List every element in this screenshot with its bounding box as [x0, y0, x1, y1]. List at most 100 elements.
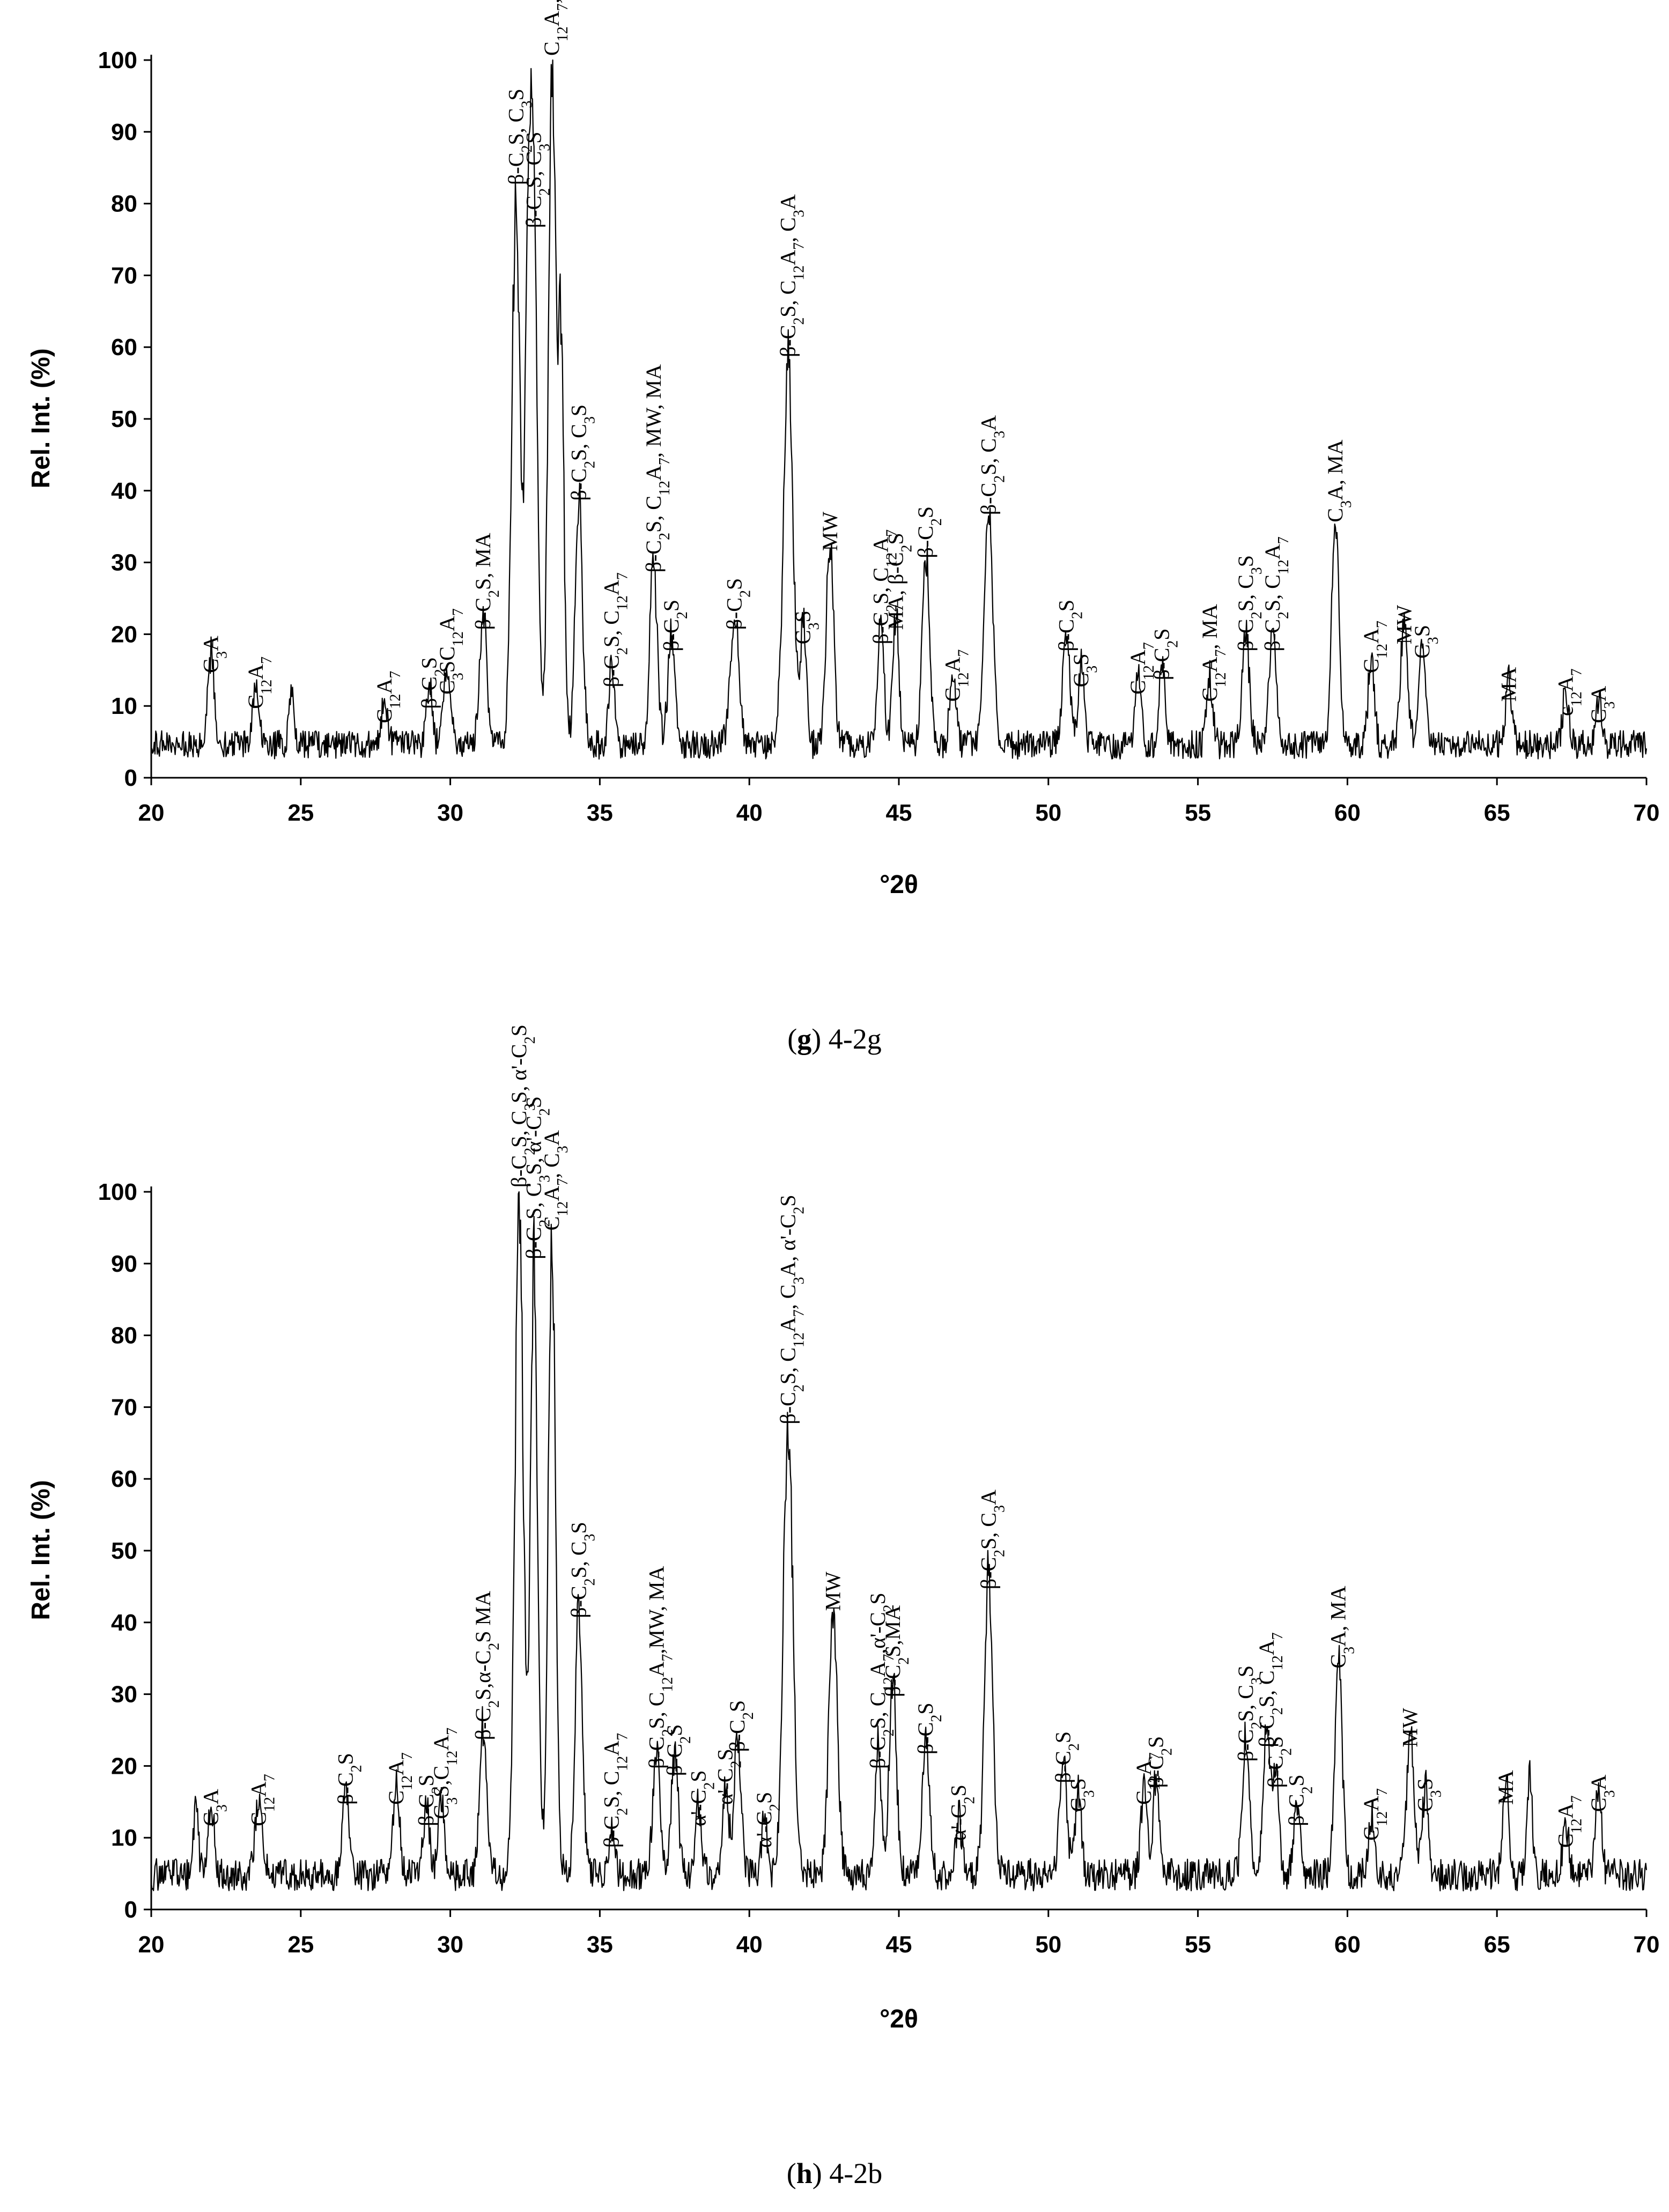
- x-tick-label: 55: [1185, 800, 1211, 826]
- peak-label: β-C2S, C3S: [566, 404, 598, 501]
- diffraction-series: [150, 59, 1648, 760]
- y-tick-label: 70: [111, 262, 137, 289]
- x-tick-label: 45: [886, 1931, 912, 1958]
- y-tick-label: 60: [111, 1466, 137, 1492]
- caption-letter: h: [796, 2157, 813, 2189]
- peak-label: β-C2S: [1150, 628, 1181, 680]
- peak-label: C12A7: [1359, 1788, 1391, 1841]
- peak-label: C12A7, C3A: [540, 1130, 571, 1230]
- peak-label: β-C2S: [417, 657, 449, 709]
- caption-text: 4-2b: [822, 2157, 882, 2189]
- peak-label: C3A: [199, 636, 231, 673]
- peak-label: β-C2S, C12A7: [600, 1733, 631, 1848]
- y-tick-label: 40: [111, 478, 137, 504]
- peak-label: β-C2S,α-C2S MA: [471, 1591, 503, 1740]
- caption-letter: g: [797, 1023, 811, 1055]
- peak-label: β-C2S, C3S: [522, 132, 553, 228]
- peak-label: β-C2S: [1054, 600, 1085, 652]
- peak-label: MA: [1494, 1770, 1518, 1805]
- peak-label: β-C2S, C12A7: [1260, 536, 1292, 651]
- peak-label: β-C2S: [1264, 1736, 1295, 1788]
- peak-label: C12A7: [1132, 1752, 1163, 1805]
- peak-label: β-C2S, C12A7, C3A, α'-C2S: [776, 1195, 808, 1424]
- y-tick-label: 0: [124, 1897, 137, 1923]
- peak-label: β-C2S: [414, 1774, 446, 1826]
- peak-label: C12A7: [372, 671, 404, 724]
- x-tick-label: 45: [886, 800, 912, 826]
- peak-label: β-C2S, C12A7, C3A: [776, 194, 808, 357]
- y-tick-label: 50: [111, 1538, 137, 1564]
- peak-label: C12A7: [247, 1774, 278, 1826]
- x-tick-label: 50: [1035, 1931, 1061, 1958]
- peak-label: α'-C2S: [686, 1770, 718, 1826]
- x-tick-label: 25: [287, 800, 314, 826]
- peak-label: C12A7, C3A: [540, 0, 571, 56]
- x-tick-label: 40: [736, 800, 763, 826]
- peak-label: β-C2S, MA: [471, 533, 503, 630]
- y-tick-label: 90: [111, 1251, 137, 1277]
- y-tick-label: 50: [111, 406, 137, 432]
- axes-layer: 0 10 20 30 40 50 60 70 80 90 100 20 25 30 35 40 45 50 55 60…: [98, 1179, 1660, 1958]
- peak-label: β-C2S: [1051, 1731, 1083, 1783]
- x-tick-label: 40: [736, 1931, 763, 1958]
- y-tick-label: 40: [111, 1610, 137, 1636]
- peak-label: C3S,C12A7: [429, 1728, 461, 1819]
- peak-label: MA: [1497, 667, 1521, 702]
- y-tick-label: 100: [98, 1179, 137, 1205]
- x-tick-label: 35: [587, 800, 613, 826]
- peak-label: C3A, MA: [1326, 1586, 1358, 1668]
- y-tick-label: 0: [124, 765, 137, 791]
- y-tick-label: 70: [111, 1394, 137, 1420]
- peak-label: β-C2S: [1284, 1774, 1316, 1826]
- x-tick-label: 70: [1634, 1931, 1660, 1958]
- peak-label: C3A: [1586, 1774, 1618, 1812]
- peak-label: β-C2S, C3A: [976, 415, 1008, 515]
- peak-label: C3S: [1413, 1778, 1444, 1812]
- y-tick-label: 60: [111, 334, 137, 360]
- peak-label: β-C2S, C12A7,MW, MA: [644, 1566, 676, 1768]
- x-tick-label: 65: [1484, 1931, 1510, 1958]
- x-tick-label: 30: [437, 800, 463, 826]
- x-tick-label: 65: [1484, 800, 1510, 826]
- peak-label: β-C2S: [1144, 1736, 1176, 1788]
- peak-label: β-C2S: [913, 506, 945, 558]
- axes-layer: 0 10 20 30 40 50 60 70 80 90 100 20 25 30 35 40 45 50 55 60…: [98, 47, 1660, 826]
- peak-label: α'-C2S: [752, 1792, 784, 1848]
- peak-label: β-C2S, C12A7,α'-C2S: [866, 1592, 897, 1769]
- peak-label: C12A7, MA: [1198, 604, 1229, 702]
- diffraction-series: [150, 1191, 1648, 1892]
- peak-label: β-C2S: [659, 600, 691, 652]
- y-tick-label: 30: [111, 1682, 137, 1708]
- peak-label: C3S: [1069, 653, 1101, 687]
- y-tick-label: 100: [98, 47, 137, 73]
- peak-label: β-C2S, C3S: [1234, 1665, 1265, 1762]
- peak-label: MW: [1392, 605, 1416, 645]
- x-tick-label: 20: [138, 1931, 165, 1958]
- peak-label: MA, β-C2S: [883, 533, 915, 630]
- panel-caption: (g) 4-2g: [787, 1023, 881, 1055]
- peak-label: β-C2S, C3S: [504, 89, 535, 185]
- peak-label: β-C2S, C12A7, MW, MA: [641, 364, 673, 572]
- x-tick-label: 60: [1334, 800, 1361, 826]
- peak-label: β-C2S, C3S, α'-C2S: [507, 1024, 538, 1188]
- series-layer: [150, 1191, 1648, 1892]
- peak-label: c12A7: [1553, 668, 1585, 716]
- x-tick-label: 55: [1185, 1931, 1211, 1958]
- y-tick-label: 80: [111, 191, 137, 217]
- peak-label: C3A: [1586, 686, 1618, 724]
- peak-label: C12A7: [1553, 1795, 1585, 1848]
- x-tick-label: 35: [587, 1931, 613, 1958]
- peak-label: β-C2S, C12A7: [600, 572, 631, 687]
- y-tick-label: 80: [111, 1323, 137, 1349]
- x-axis-label: °2θ: [880, 871, 918, 899]
- y-axis-label: Rel. Int. (%): [27, 1480, 55, 1620]
- peak-label: β-C2S: [333, 1753, 365, 1805]
- peak-label: β-C2S, C3S: [1234, 555, 1265, 652]
- y-tick-label: 20: [111, 621, 137, 647]
- x-tick-label: 60: [1334, 1931, 1361, 1958]
- peak-label: β-C2S, C12A7: [869, 529, 900, 644]
